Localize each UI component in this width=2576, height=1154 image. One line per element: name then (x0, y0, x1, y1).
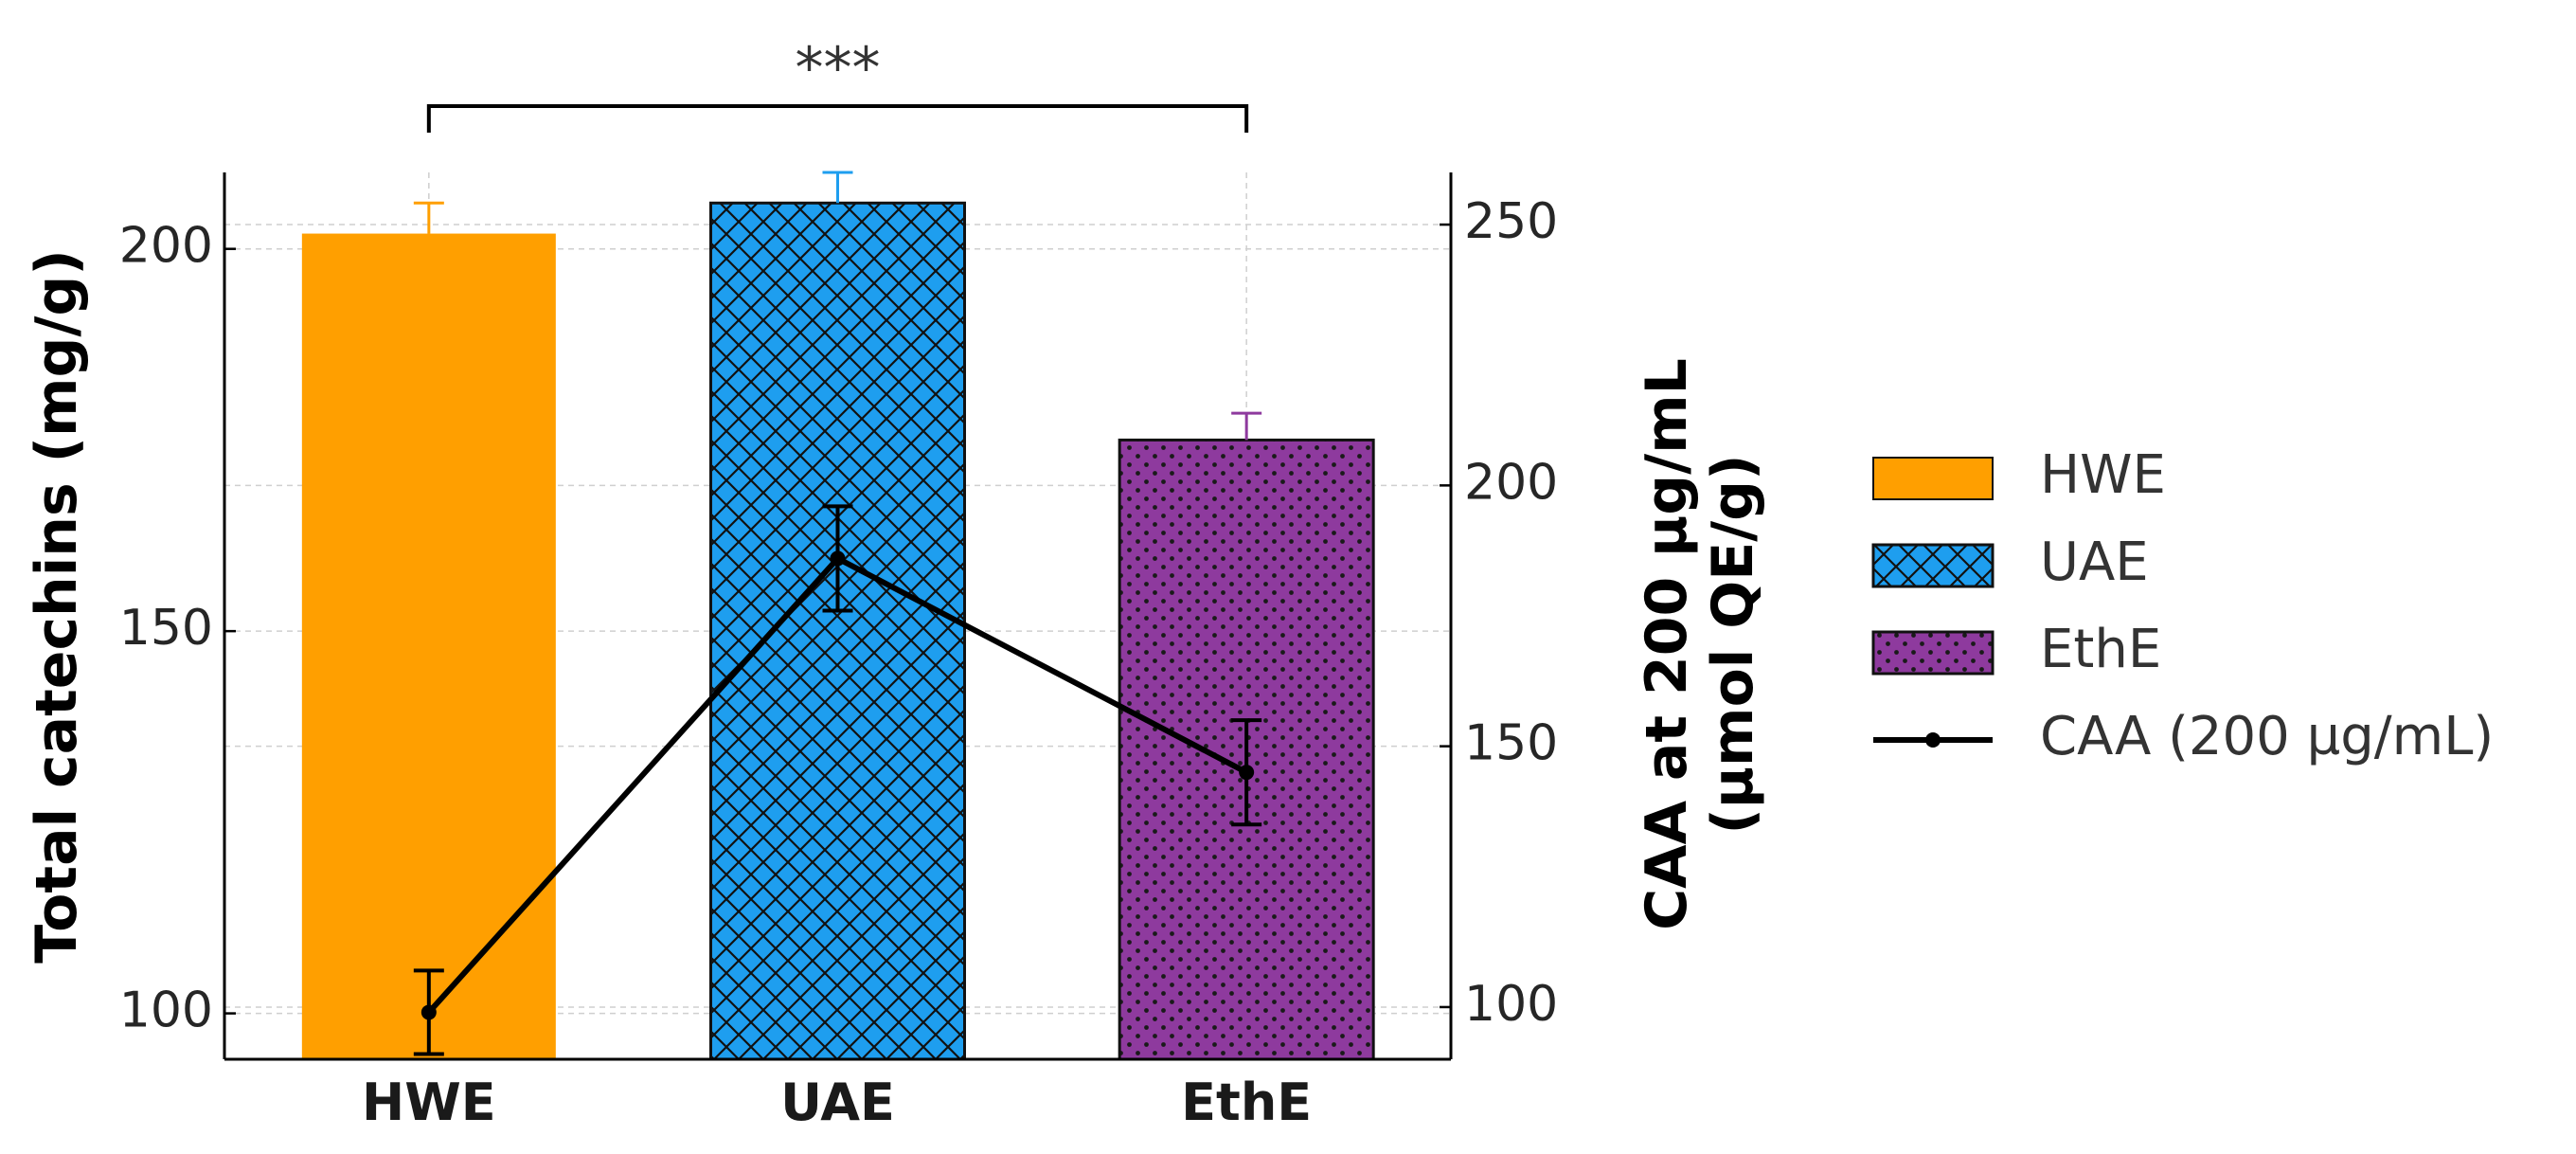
caa-point-ethe (1239, 765, 1255, 781)
y-tick-label: 150 (119, 600, 213, 657)
legend-swatch-uae (1871, 543, 1995, 588)
legend-label: UAE (2040, 532, 2149, 593)
y2-tick-label: 150 (1464, 715, 1558, 772)
significance-label: *** (796, 35, 881, 101)
significance-bracket: *** (426, 35, 1249, 133)
caa-line-series (413, 504, 1262, 1056)
caa-point-uae (830, 550, 846, 567)
legend: HWE UAE EthE CAA (200 µg/mL) (1871, 444, 2494, 767)
x-tick-label-uae: UAE (780, 1073, 895, 1132)
y-tick-label: 200 (119, 218, 213, 275)
x-tick-label-ethe: EthE (1181, 1073, 1312, 1132)
y-tick-label: 100 (119, 983, 213, 1039)
y2-axis-title-line1: CAA at 200 µg/mL (1634, 358, 1700, 930)
significance-bracket-line (426, 104, 1249, 133)
bar-uae (709, 201, 966, 1061)
legend-swatch-caa-marker (1925, 732, 1941, 748)
x-tick-label-hwe: HWE (362, 1073, 496, 1132)
bar-hwe (301, 233, 556, 1059)
bars (301, 171, 1375, 1061)
y2-tick-label: 100 (1464, 976, 1558, 1033)
caa-point-hwe (420, 1004, 437, 1020)
legend-swatch-ethe (1871, 630, 1995, 676)
y-axis-title: Total catechins (mg/g) (24, 249, 90, 964)
y2-tick-label: 250 (1464, 193, 1558, 250)
axes: 100 150 200 100 150 200 250 HWE UAE EthE (119, 172, 1558, 1132)
legend-label: HWE (2040, 444, 2166, 506)
legend-label: EthE (2040, 619, 2161, 680)
y2-axis-title-line2: (µmol QE/g) (1700, 454, 1766, 834)
y2-tick-label: 200 (1464, 454, 1558, 511)
legend-label: CAA (200 µg/mL) (2040, 706, 2494, 767)
legend-swatch-hwe (1872, 457, 1994, 500)
